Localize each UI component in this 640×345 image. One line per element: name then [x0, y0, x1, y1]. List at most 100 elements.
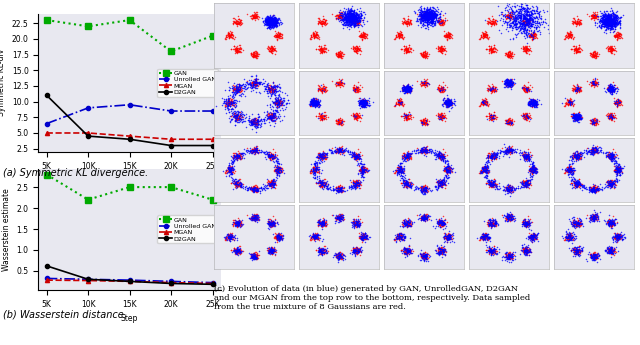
Point: [269, 181, 280, 187]
Point: [590, 119, 600, 124]
Point: [484, 154, 494, 159]
Point: [356, 233, 367, 238]
Point: [425, 5, 435, 10]
Point: [266, 20, 276, 25]
Point: [253, 89, 264, 94]
Point: [612, 234, 623, 239]
Point: [616, 165, 626, 171]
Point: [510, 24, 520, 30]
Point: [481, 98, 492, 104]
Point: [399, 46, 410, 51]
Point: [231, 180, 241, 186]
Point: [522, 9, 532, 15]
Point: [482, 234, 492, 239]
Point: [530, 98, 540, 104]
Point: [611, 169, 621, 174]
Point: [518, 184, 529, 189]
Point: [527, 159, 538, 165]
Point: [572, 223, 582, 228]
Point: [268, 219, 278, 225]
Point: [332, 13, 342, 18]
Point: [263, 47, 273, 52]
Point: [586, 252, 596, 257]
Point: [420, 79, 431, 85]
Point: [225, 170, 236, 176]
Point: [506, 252, 516, 257]
Point: [267, 251, 277, 257]
Point: [532, 15, 543, 20]
Point: [598, 18, 608, 24]
Point: [502, 255, 512, 260]
Point: [522, 220, 532, 226]
Point: [434, 48, 444, 53]
Point: [264, 20, 275, 26]
Point: [419, 14, 429, 19]
Point: [349, 155, 360, 160]
Point: [564, 33, 574, 38]
Point: [344, 9, 354, 15]
Point: [361, 99, 371, 105]
Point: [615, 166, 625, 171]
Point: [420, 253, 431, 259]
Point: [491, 151, 501, 157]
Point: [488, 49, 499, 55]
Point: [246, 214, 256, 219]
Point: [223, 235, 233, 241]
Point: [400, 87, 410, 92]
Point: [268, 21, 278, 26]
Point: [524, 234, 534, 239]
Point: [477, 167, 488, 172]
Point: [616, 236, 626, 241]
Point: [446, 165, 456, 171]
Point: [265, 23, 275, 28]
Point: [318, 246, 328, 251]
Point: [309, 233, 319, 239]
Point: [589, 53, 599, 59]
Point: [264, 182, 275, 187]
Point: [401, 84, 412, 90]
Point: [567, 216, 577, 221]
Point: [607, 17, 618, 23]
Point: [397, 86, 408, 91]
Point: [606, 244, 616, 250]
Point: [511, 20, 521, 26]
Point: [424, 12, 434, 18]
Point: [275, 95, 285, 100]
Point: [440, 235, 450, 240]
Point: [251, 144, 261, 149]
Point: [353, 17, 364, 22]
Point: [349, 17, 359, 22]
Point: [415, 117, 426, 123]
Point: [564, 98, 575, 104]
Point: [354, 18, 364, 24]
Point: [349, 82, 360, 88]
Point: [335, 216, 345, 221]
Point: [260, 183, 270, 188]
Point: [308, 170, 318, 175]
Point: [607, 17, 617, 23]
Point: [266, 19, 276, 24]
Point: [340, 14, 351, 20]
Point: [570, 249, 580, 255]
Point: [596, 19, 607, 24]
Point: [351, 18, 361, 23]
Point: [403, 249, 413, 254]
Point: [481, 236, 491, 241]
Point: [490, 222, 500, 227]
Point: [252, 213, 262, 218]
Point: [488, 183, 499, 188]
Point: [532, 101, 543, 107]
Point: [586, 16, 596, 21]
Point: [236, 49, 246, 55]
Point: [612, 167, 622, 172]
Point: [589, 186, 599, 191]
Point: [591, 116, 602, 122]
Point: [519, 217, 529, 223]
Point: [589, 213, 600, 219]
Point: [434, 15, 444, 21]
Point: [349, 151, 359, 156]
Point: [404, 152, 414, 157]
Point: [339, 149, 349, 154]
Point: [343, 10, 353, 15]
Point: [248, 253, 259, 259]
